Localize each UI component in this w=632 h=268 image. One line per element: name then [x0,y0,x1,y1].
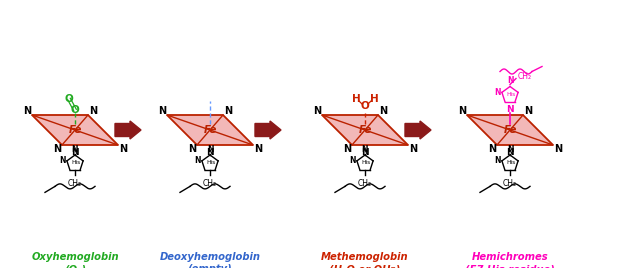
Text: N: N [506,105,514,114]
Text: N: N [71,148,79,157]
Text: N: N [507,144,513,154]
Text: N: N [158,106,166,116]
Text: Fe: Fe [503,125,517,135]
Text: N: N [409,144,417,154]
Text: Fe: Fe [204,125,217,135]
Text: N: N [343,144,351,154]
Text: His: His [71,161,81,166]
Text: CH₂: CH₂ [518,72,532,81]
Text: N: N [188,144,196,154]
Text: CH₂: CH₂ [503,179,517,188]
Text: N: N [194,156,200,165]
Text: N: N [362,144,368,154]
Text: CH₂: CH₂ [358,179,372,188]
Text: N: N [119,144,127,154]
Text: CH₂: CH₂ [203,179,217,188]
Text: Methemoglobin
(H₂O or OH⁻): Methemoglobin (H₂O or OH⁻) [321,252,409,268]
Text: Oxyhemoglobin
(O₂): Oxyhemoglobin (O₂) [31,252,119,268]
Text: N: N [488,144,496,154]
Text: N: N [506,148,514,157]
Text: O: O [64,94,73,104]
Text: N: N [254,144,262,154]
Text: N: N [524,106,532,116]
Text: N: N [494,88,501,97]
Text: H: H [370,94,379,104]
Text: O: O [361,101,369,111]
Text: Deoxyhemoglobin
(empty): Deoxyhemoglobin (empty) [159,252,260,268]
Text: N: N [89,106,97,116]
Text: N: N [59,156,66,165]
Polygon shape [167,115,253,145]
Polygon shape [32,115,118,145]
Text: N: N [207,144,213,154]
Text: Fe: Fe [68,125,82,135]
Text: His: His [506,161,516,166]
Text: N: N [507,76,513,85]
Text: H: H [351,94,360,104]
Text: His: His [207,161,216,166]
FancyArrow shape [405,121,431,139]
Text: N: N [379,106,387,116]
Text: His: His [362,161,370,166]
Text: N: N [349,156,355,165]
Text: N: N [72,144,78,154]
Text: N: N [224,106,232,116]
Text: N: N [23,106,31,116]
Polygon shape [467,115,553,145]
Text: N: N [313,106,321,116]
Text: His: His [506,92,516,97]
Text: N: N [458,106,466,116]
Text: N: N [494,156,501,165]
Text: N: N [206,148,214,157]
Text: O: O [71,105,80,115]
Polygon shape [322,115,408,145]
Text: N: N [361,148,369,157]
FancyArrow shape [255,121,281,139]
Text: Fe: Fe [358,125,372,135]
Text: Hemichromes
(E7 His residue): Hemichromes (E7 His residue) [465,252,555,268]
FancyArrow shape [115,121,141,139]
Text: N: N [53,144,61,154]
Text: CH₂: CH₂ [68,179,82,188]
Text: N: N [554,144,562,154]
